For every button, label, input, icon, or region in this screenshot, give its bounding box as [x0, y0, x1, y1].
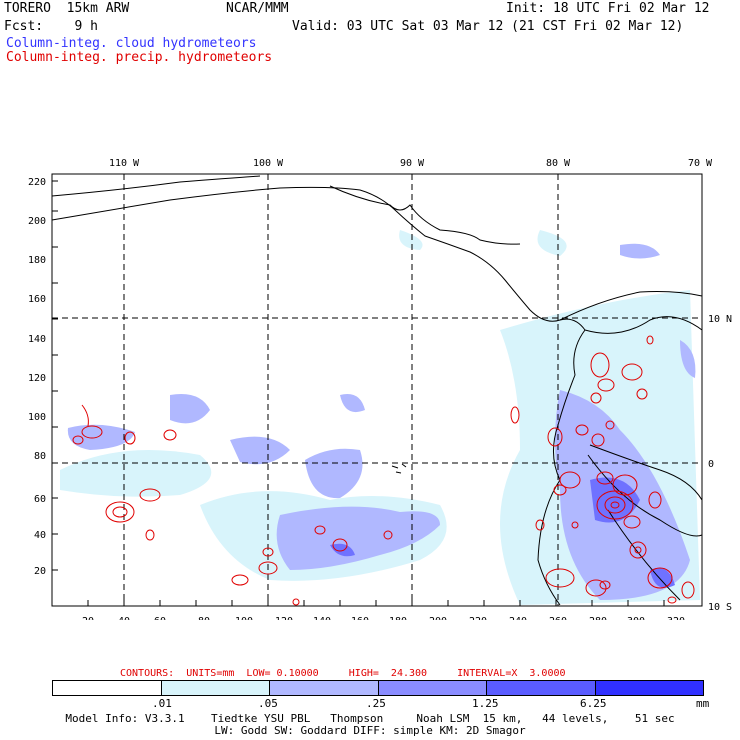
x-tick-label: 240 [509, 616, 527, 620]
colorbar-label: .25 [366, 697, 386, 710]
colorbar-bin [487, 681, 596, 695]
y-tick-label: 60 [34, 494, 46, 505]
lat-labels: 10 N 0 10 S [708, 314, 732, 613]
lat-label: 0 [708, 459, 714, 470]
contour-info: CONTOURS: UNITS=mm LOW= 0.10000 HIGH= 24… [120, 668, 566, 679]
x-tick-label: 80 [198, 616, 210, 620]
x-tick-label: 120 [275, 616, 293, 620]
y-tick-label: 40 [34, 530, 46, 541]
colorbar-label: .01 [152, 697, 172, 710]
y-tick-label: 140 [28, 334, 46, 345]
lat-lon-grid [52, 174, 702, 606]
y-tick-label: 180 [28, 255, 46, 266]
x-tick-label: 320 [667, 616, 685, 620]
lon-labels: 110 W 100 W 90 W 80 W 70 W [109, 158, 713, 169]
forecast-hour: Fcst: 9 h [4, 19, 98, 34]
forecast-map: 20 40 60 80 100 120 140 160 180 200 220 … [28, 158, 732, 620]
cloud-shading-high [330, 477, 675, 588]
lon-label: 70 W [688, 158, 713, 169]
x-tick-label: 20 [82, 616, 94, 620]
model-info-line1: Model Info: V3.3.1 Tiedtke YSU PBL Thomp… [65, 712, 675, 725]
x-tick-label: 160 [351, 616, 369, 620]
plot-frame [51, 173, 703, 607]
colorbar-units: mm [696, 697, 710, 710]
x-tick-label: 300 [627, 616, 645, 620]
cloud-shading-mid [67, 243, 696, 600]
y-tick-label: 80 [34, 451, 46, 462]
x-tick-label: 200 [429, 616, 447, 620]
x-tick-label: 140 [313, 616, 331, 620]
colorbar-bin [161, 681, 270, 695]
y-tick-label: 220 [28, 177, 46, 188]
colorbar-label: 1.25 [472, 697, 499, 710]
organization-label: NCAR/MMM [226, 1, 289, 16]
cloud-field-label: Column-integ. cloud hydrometeors [6, 36, 257, 51]
tick-marks [52, 180, 665, 606]
x-tick-label: 280 [589, 616, 607, 620]
x-tick-labels: 20 40 60 80 100 120 140 160 180 200 220 … [82, 616, 685, 620]
lat-label: 10 S [708, 602, 732, 613]
precip-field-label: Column-integ. precip. hydrometeors [6, 50, 273, 65]
lon-label: 80 W [546, 158, 571, 169]
lon-label: 110 W [109, 158, 140, 169]
x-tick-label: 220 [469, 616, 487, 620]
init-time: Init: 18 UTC Fri 02 Mar 12 [506, 1, 710, 16]
lon-label: 100 W [253, 158, 284, 169]
x-tick-label: 60 [154, 616, 166, 620]
colorbar-label: .05 [258, 697, 278, 710]
colorbar [52, 680, 704, 696]
colorbar-bin [595, 681, 703, 695]
colorbar-label: 6.25 [580, 697, 607, 710]
x-tick-label: 180 [389, 616, 407, 620]
y-tick-label: 160 [28, 294, 46, 305]
y-tick-label: 20 [34, 566, 46, 577]
lat-label: 10 N [708, 314, 732, 325]
y-tick-label: 200 [28, 216, 46, 227]
model-title: TORERO 15km ARW [4, 1, 130, 16]
y-tick-labels: 20 40 60 80 100 120 140 160 180 200 220 [28, 177, 46, 577]
valid-time: Valid: 03 UTC Sat 03 Mar 12 (21 CST Fri … [292, 19, 684, 34]
x-tick-label: 40 [118, 616, 130, 620]
lon-label: 90 W [400, 158, 425, 169]
coastlines [51, 175, 703, 606]
colorbar-bin [378, 681, 487, 695]
precip-contours [72, 335, 695, 606]
x-tick-label: 100 [235, 616, 253, 620]
colorbar-bin [53, 681, 162, 695]
colorbar-bin [270, 681, 379, 695]
x-tick-label: 260 [549, 616, 567, 620]
y-tick-label: 120 [28, 373, 46, 384]
model-info-line2: LW: Godd SW: Goddard DIFF: simple KM: 2D… [214, 724, 526, 737]
y-tick-label: 100 [28, 412, 46, 423]
